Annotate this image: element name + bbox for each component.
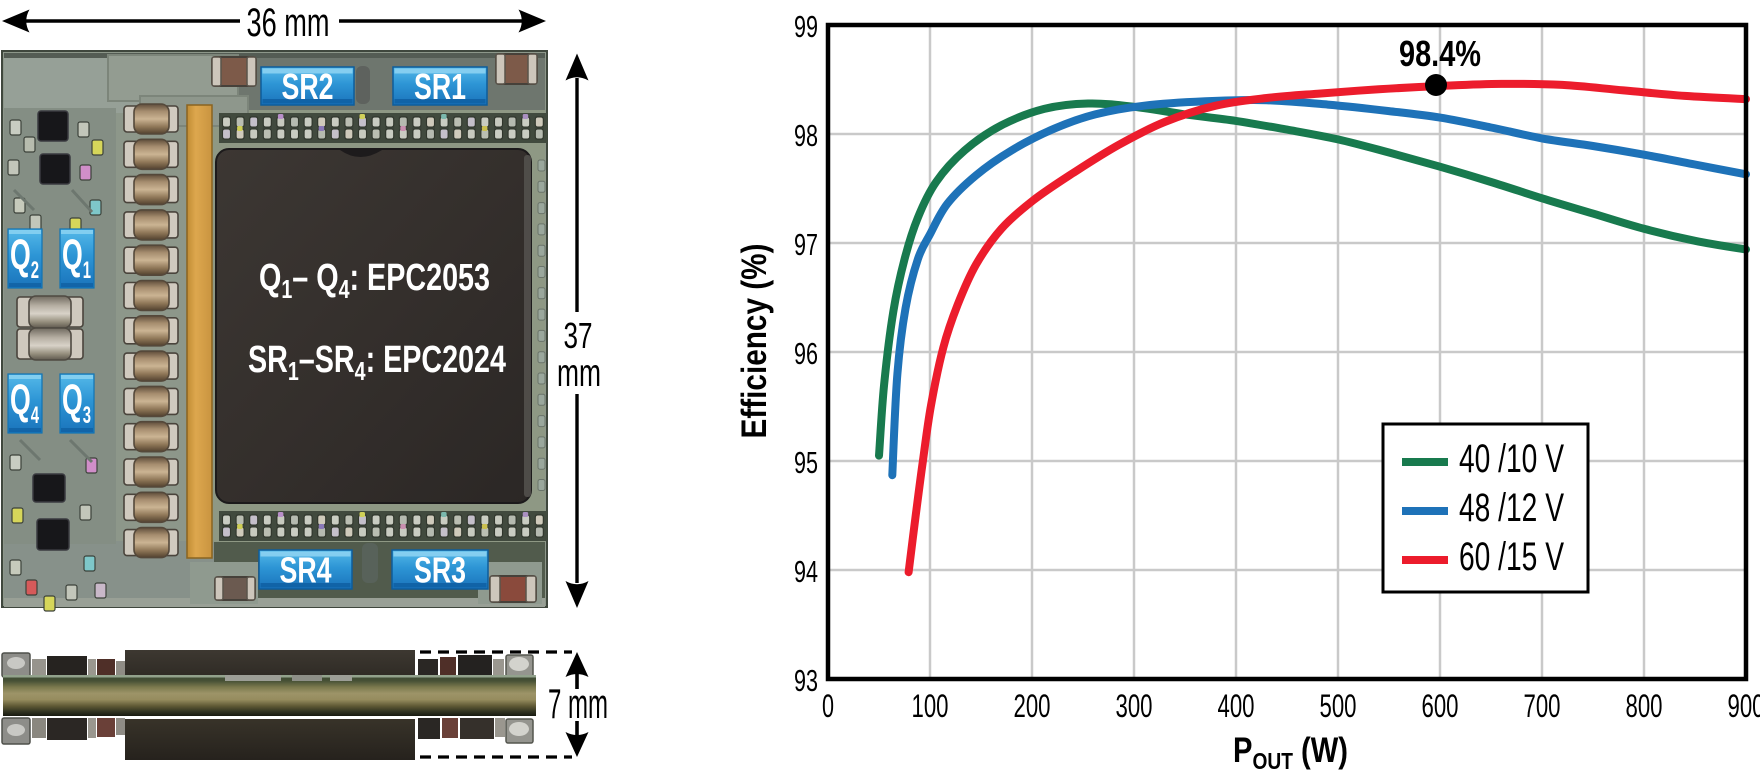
svg-text:94: 94 — [794, 554, 818, 589]
svg-text:98: 98 — [794, 118, 818, 153]
svg-text:SR1: SR1 — [414, 66, 466, 107]
svg-text:98.4%: 98.4% — [1399, 33, 1481, 74]
svg-text:Q1– Q4: EPC2053: Q1– Q4: EPC2053 — [259, 257, 490, 304]
svg-text:400: 400 — [1218, 688, 1255, 724]
svg-text:48 /12 V: 48 /12 V — [1459, 486, 1564, 530]
svg-text:37: 37 — [564, 315, 593, 356]
svg-text:96: 96 — [794, 336, 818, 371]
svg-text:Efficiency (%): Efficiency (%) — [735, 244, 774, 439]
svg-text:40 /10 V: 40 /10 V — [1459, 437, 1564, 481]
svg-text:SR1–SR4: EPC2024: SR1–SR4: EPC2024 — [248, 339, 506, 386]
svg-text:POUT (W): POUT (W) — [1233, 731, 1348, 774]
svg-text:SR3: SR3 — [414, 550, 466, 591]
svg-text:7 mm: 7 mm — [548, 680, 608, 727]
svg-text:300: 300 — [1116, 688, 1153, 724]
svg-text:97: 97 — [794, 227, 818, 262]
svg-text:36 mm: 36 mm — [247, 1, 330, 45]
svg-text:SR4: SR4 — [280, 550, 332, 591]
svg-text:99: 99 — [794, 9, 818, 44]
svg-text:mm: mm — [557, 352, 601, 395]
svg-text:700: 700 — [1524, 688, 1561, 724]
svg-text:600: 600 — [1422, 688, 1459, 724]
svg-text:500: 500 — [1320, 688, 1357, 724]
svg-text:SR2: SR2 — [282, 66, 334, 107]
svg-text:95: 95 — [794, 445, 818, 480]
svg-text:800: 800 — [1626, 688, 1663, 724]
svg-text:100: 100 — [912, 688, 949, 724]
svg-text:0: 0 — [822, 688, 834, 724]
svg-text:93: 93 — [794, 663, 818, 698]
svg-text:60 /15 V: 60 /15 V — [1459, 535, 1564, 579]
svg-text:900: 900 — [1728, 688, 1760, 724]
svg-text:200: 200 — [1014, 688, 1051, 724]
